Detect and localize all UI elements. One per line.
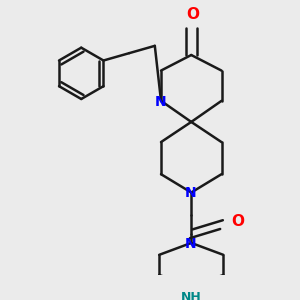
Text: O: O	[232, 214, 244, 229]
Text: N: N	[184, 237, 196, 251]
Text: O: O	[187, 7, 200, 22]
Text: N: N	[154, 95, 166, 109]
Text: NH: NH	[181, 290, 202, 300]
Text: N: N	[184, 186, 196, 200]
